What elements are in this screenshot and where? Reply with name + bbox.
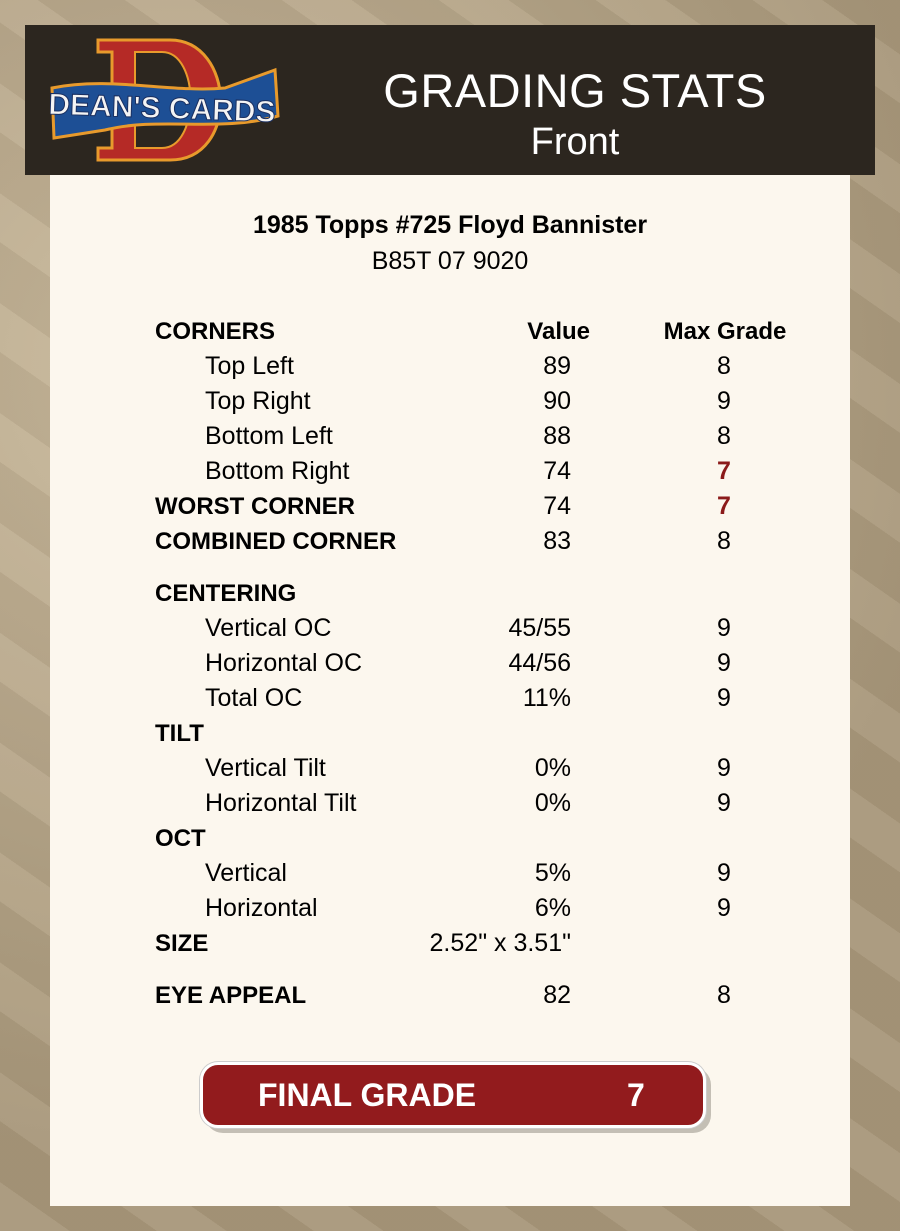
row-max-grade: 9 (717, 859, 731, 887)
row-label: Top Right (205, 387, 311, 415)
table-row: Horizontal Tilt 0% 9 (50, 786, 850, 821)
row-value: 45/55 (508, 614, 571, 642)
section-row: TILT (50, 716, 850, 751)
row-value: 2.52" x 3.51" (429, 929, 571, 957)
table-row: Bottom Right 74 7 (50, 454, 850, 489)
deans-cards-logo: DEAN'S CARDS (50, 38, 280, 162)
row-value: 88 (543, 422, 571, 450)
table-row: Horizontal 6% 9 (50, 891, 850, 926)
row-value: 89 (543, 352, 571, 380)
row-label: COMBINED CORNER (155, 528, 397, 555)
row-label: Vertical OC (205, 614, 332, 642)
row-value: 83 (543, 527, 571, 555)
section-row: EYE APPEAL 82 8 (50, 978, 850, 1013)
row-value: 0% (534, 754, 571, 782)
table-row: Vertical Tilt 0% 9 (50, 751, 850, 786)
table-row: Top Left 89 8 (50, 349, 850, 384)
final-grade-badge: FINAL GRADE 7 (200, 1062, 706, 1128)
row-label: Total OC (205, 684, 303, 712)
row-max-grade: 8 (717, 981, 731, 1009)
card-name: 1985 Topps #725 Floyd Bannister (252, 211, 648, 239)
row-label: Bottom Right (205, 457, 350, 485)
row-label: WORST CORNER (155, 493, 355, 520)
row-max-grade: 9 (717, 684, 731, 712)
page-subtitle: Front (530, 121, 620, 163)
table-row: Horizontal OC 44/56 9 (50, 646, 850, 681)
row-max-grade: 9 (717, 649, 731, 677)
row-label: Horizontal OC (205, 649, 362, 677)
section-row: CENTERING (50, 576, 850, 611)
row-label: Vertical (205, 859, 287, 887)
row-max-grade: 8 (717, 352, 731, 380)
row-label: CENTERING (155, 580, 297, 607)
row-max-grade: 9 (717, 894, 731, 922)
row-label: Vertical Tilt (205, 754, 326, 782)
row-value: 0% (534, 789, 571, 817)
table-row: Top Right 90 9 (50, 384, 850, 419)
row-max-grade: 9 (717, 789, 731, 817)
row-label: CORNERS (155, 318, 276, 345)
final-grade-value: 7 (627, 1077, 645, 1113)
row-max-grade: 7 (717, 457, 731, 485)
table-row: Vertical 5% 9 (50, 856, 850, 891)
row-value: 11% (522, 684, 571, 712)
section-row: OCT (50, 821, 850, 856)
row-value: 5% (534, 859, 571, 887)
svg-text:DEAN'S CARDS: DEAN'S CARDS (50, 88, 276, 129)
cert-number: B85T 07 9020 (371, 247, 529, 275)
row-max-grade: 8 (717, 527, 731, 555)
section-row: CORNERS Value Max Grade (50, 314, 850, 349)
row-value: 90 (543, 387, 571, 415)
row-max-grade: 8 (717, 422, 731, 450)
row-label: EYE APPEAL (155, 982, 307, 1009)
row-label: Horizontal (205, 894, 318, 922)
row-label: SIZE (155, 930, 209, 957)
row-max-grade: Max Grade (663, 318, 787, 345)
row-value: Value (527, 318, 590, 345)
grading-panel: 1985 Topps #725 Floyd Bannister B85T 07 … (50, 175, 850, 1206)
row-label: Bottom Left (205, 422, 333, 450)
row-value: 82 (543, 981, 571, 1009)
row-value: 74 (543, 492, 571, 520)
row-value: 74 (543, 457, 571, 485)
section-row: COMBINED CORNER 83 8 (50, 524, 850, 559)
table-row: Bottom Left 88 8 (50, 419, 850, 454)
section-row: WORST CORNER 74 7 (50, 489, 850, 524)
row-value: 44/56 (508, 649, 571, 677)
table-row: Vertical OC 45/55 9 (50, 611, 850, 646)
row-label: TILT (155, 720, 204, 747)
page-title: GRADING STATS (383, 64, 767, 117)
row-max-grade: 9 (717, 614, 731, 642)
grading-table: CORNERS Value Max Grade Top Left 89 8 Top Righ… (50, 314, 850, 1013)
header-bar: DEAN'S CARDS GRADING STATS Front (25, 25, 875, 175)
row-max-grade: 9 (717, 387, 731, 415)
row-max-grade: 9 (717, 754, 731, 782)
row-value: 6% (534, 894, 571, 922)
row-label: Top Left (205, 352, 294, 380)
row-label: OCT (155, 825, 206, 852)
final-grade-label: FINAL GRADE (258, 1077, 477, 1113)
table-row: Total OC 11% 9 (50, 681, 850, 716)
row-label: Horizontal Tilt (205, 789, 357, 817)
section-row: SIZE 2.52" x 3.51" (50, 926, 850, 961)
row-max-grade: 7 (717, 492, 731, 520)
